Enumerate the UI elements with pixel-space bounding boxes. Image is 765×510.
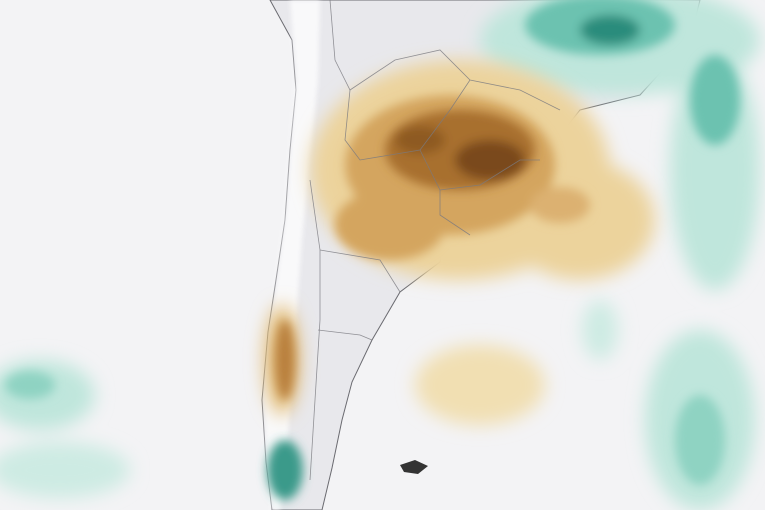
borders: [309, 0, 561, 481]
wet-core: [267, 440, 303, 500]
dry-core: [455, 140, 525, 180]
wet-core: [5, 371, 55, 399]
border-line: [319, 249, 401, 293]
dry-mid: [335, 190, 445, 260]
wet-core: [690, 55, 740, 145]
wet-core: [580, 15, 640, 45]
border-line: [344, 79, 471, 161]
wet-area: [582, 300, 618, 360]
falkland-islands: [400, 460, 428, 474]
border-line: [317, 329, 373, 341]
wet-area: [0, 442, 130, 498]
border-line: [329, 0, 561, 111]
dry-area: [415, 345, 545, 425]
border-line: [419, 149, 540, 191]
dry-mid: [530, 187, 590, 223]
teal-anomaly-inner: [5, 0, 740, 500]
wet-core: [675, 395, 725, 485]
border-line: [439, 190, 471, 236]
dry-mid: [275, 320, 295, 400]
border-line: [309, 179, 321, 481]
dry-anomaly-core: [385, 110, 535, 190]
